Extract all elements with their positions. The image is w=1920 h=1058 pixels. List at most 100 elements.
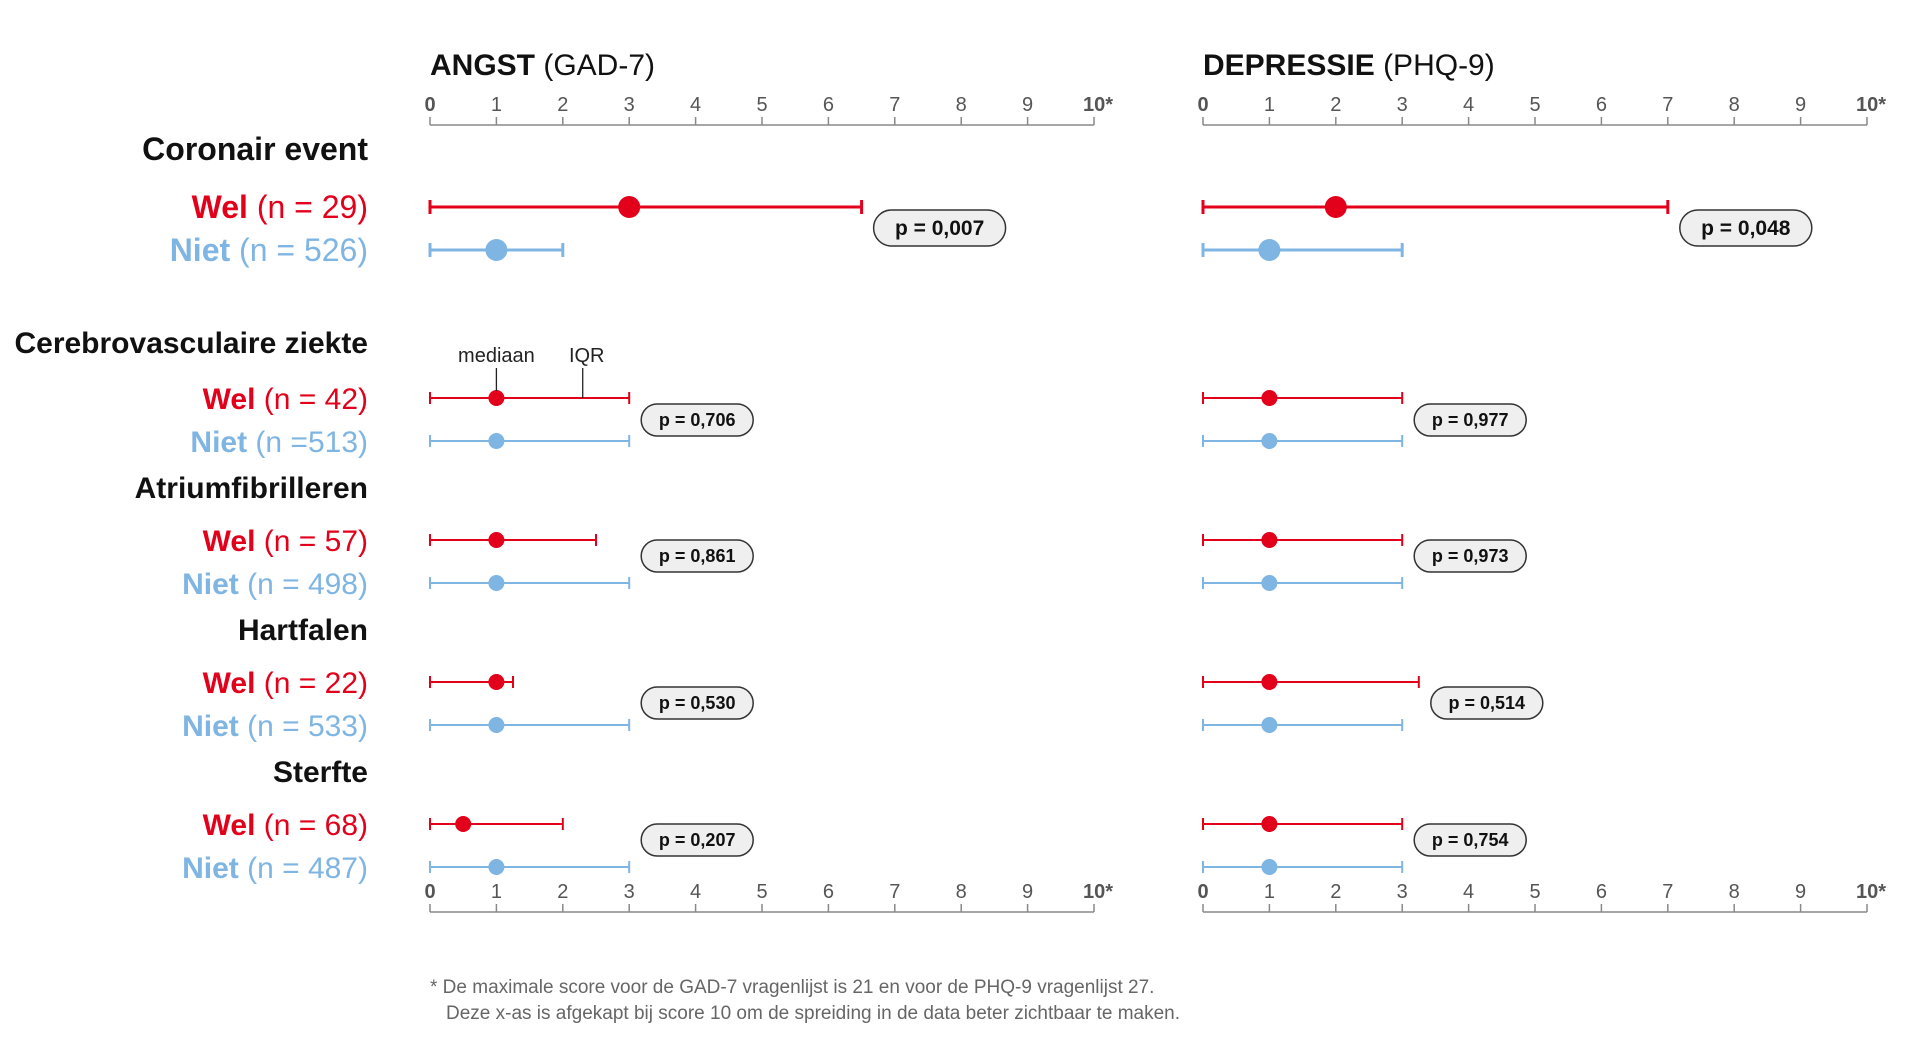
- x-tick-label-top: 0: [424, 94, 435, 116]
- x-tick-label-bottom: 3: [1397, 881, 1408, 903]
- x-tick-label-top: 10*: [1856, 94, 1886, 116]
- row-label-n: (n = 29): [257, 189, 368, 225]
- p-value-badge: [1679, 209, 1813, 247]
- median-point-wel: [488, 674, 505, 690]
- x-tick-label-top: 2: [557, 94, 568, 116]
- p-value-badge: [1413, 403, 1527, 437]
- row-label-niet: Niet (n = 487): [182, 852, 368, 885]
- p-value-text: p = 0,754: [1432, 830, 1509, 850]
- panel-title-1: DEPRESSIE (PHQ-9): [1203, 49, 1495, 82]
- row-label-n: (n = 68): [264, 809, 368, 842]
- panel-title-bold: DEPRESSIE: [1203, 49, 1383, 82]
- row-label-niet: Niet (n = 498): [182, 568, 368, 601]
- p-value-text: p = 0,007: [895, 217, 984, 240]
- x-tick-label-bottom: 10*: [1083, 881, 1113, 903]
- p-value-badge: [640, 539, 754, 573]
- x-tick-label-top: 7: [1662, 94, 1673, 116]
- row-label-n: (n = 57): [264, 525, 368, 558]
- row-label-niet: Niet (n = 526): [170, 232, 368, 268]
- row-label-n: (n = 498): [247, 568, 368, 601]
- median-point-wel: [1261, 390, 1278, 406]
- footnote-line-2: Deze x-as is afgekapt bij score 10 om de…: [446, 1003, 1180, 1024]
- footnote-line-1: * De maximale score voor de GAD-7 vragen…: [430, 977, 1154, 998]
- x-tick-label-bottom: 6: [1596, 881, 1607, 903]
- x-tick-label-top: 9: [1795, 94, 1806, 116]
- x-tick-label-bottom: 5: [756, 881, 767, 903]
- row-label-group: Niet: [182, 568, 247, 601]
- x-tick-label-top: 1: [491, 94, 502, 116]
- median-point-wel: [1261, 674, 1278, 690]
- p-value-badge: [640, 823, 754, 857]
- x-tick-label-bottom: 3: [624, 881, 635, 903]
- row-label-niet: Niet (n = 533): [182, 710, 368, 743]
- row-label-group: Niet: [170, 232, 239, 268]
- row-label-group: Wel: [192, 189, 257, 225]
- p-value-text: p = 0,977: [1432, 410, 1509, 430]
- median-point-niet: [485, 239, 508, 261]
- x-tick-label-top: 7: [889, 94, 900, 116]
- x-tick-label-bottom: 8: [1729, 881, 1740, 903]
- panel-title-bold: ANGST: [430, 49, 543, 82]
- x-tick-label-top: 2: [1330, 94, 1341, 116]
- x-tick-label-bottom: 1: [491, 881, 502, 903]
- p-value-text: p = 0,514: [1449, 693, 1526, 713]
- median-point-wel: [1261, 816, 1278, 832]
- x-tick-label-top: 10*: [1083, 94, 1113, 116]
- median-point-wel: [455, 816, 472, 832]
- p-value-badge: [640, 403, 754, 437]
- row-label-group: Wel: [203, 809, 264, 842]
- p-value-badge: [1413, 823, 1527, 857]
- row-label-niet: Niet (n =513): [190, 426, 368, 459]
- median-point-niet: [1261, 717, 1278, 733]
- x-tick-label-bottom: 7: [889, 881, 900, 903]
- x-tick-label-top: 3: [624, 94, 635, 116]
- row-label-group: Wel: [203, 525, 264, 558]
- annotation-median: mediaan: [458, 345, 535, 367]
- median-point-niet: [1261, 859, 1278, 875]
- median-point-wel: [618, 196, 641, 218]
- x-tick-label-bottom: 2: [1330, 881, 1341, 903]
- p-value-badge: [872, 209, 1007, 247]
- x-tick-label-top: 8: [1729, 94, 1740, 116]
- median-point-niet: [1261, 575, 1278, 591]
- panel-title-rest: (PHQ-9): [1383, 49, 1495, 82]
- x-tick-label-bottom: 4: [1463, 881, 1474, 903]
- p-value-text: p = 0,207: [659, 830, 736, 850]
- row-label-n: (n = 533): [247, 710, 368, 743]
- x-tick-label-bottom: 2: [557, 881, 568, 903]
- p-value-text: p = 0,706: [659, 410, 736, 430]
- median-point-wel: [1261, 532, 1278, 548]
- row-label-wel: Wel (n = 42): [203, 383, 368, 416]
- p-value-text: p = 0,530: [659, 693, 736, 713]
- row-label-group: Wel: [203, 383, 264, 416]
- row-label-n: (n = 22): [264, 667, 368, 700]
- x-tick-label-bottom: 9: [1022, 881, 1033, 903]
- p-value-badge: [1430, 686, 1544, 720]
- x-tick-label-bottom: 0: [424, 881, 435, 903]
- row-label-n: (n =513): [255, 426, 368, 459]
- x-tick-label-top: 8: [956, 94, 967, 116]
- x-tick-label-top: 1: [1264, 94, 1275, 116]
- x-tick-label-bottom: 4: [690, 881, 701, 903]
- row-label-wel: Wel (n = 22): [203, 667, 368, 700]
- median-point-niet: [488, 859, 505, 875]
- row-label-wel: Wel (n = 57): [203, 525, 368, 558]
- panel-title-0: ANGST (GAD-7): [430, 49, 655, 82]
- row-label-group: Niet: [182, 710, 247, 743]
- x-tick-label-bottom: 1: [1264, 881, 1275, 903]
- x-tick-label-top: 3: [1397, 94, 1408, 116]
- x-tick-label-top: 4: [690, 94, 701, 116]
- annotation-iqr: IQR: [569, 345, 605, 367]
- x-tick-label-top: 5: [1529, 94, 1540, 116]
- row-label-n: (n = 526): [239, 232, 368, 268]
- row-label-wel: Wel (n = 29): [192, 189, 368, 225]
- row-label-group: Niet: [190, 426, 255, 459]
- x-tick-label-bottom: 10*: [1856, 881, 1886, 903]
- group-label: Hartfalen: [238, 614, 368, 647]
- row-label-n: (n = 487): [247, 852, 368, 885]
- x-tick-label-bottom: 7: [1662, 881, 1673, 903]
- x-tick-label-top: 5: [756, 94, 767, 116]
- x-tick-label-top: 9: [1022, 94, 1033, 116]
- x-tick-label-top: 6: [823, 94, 834, 116]
